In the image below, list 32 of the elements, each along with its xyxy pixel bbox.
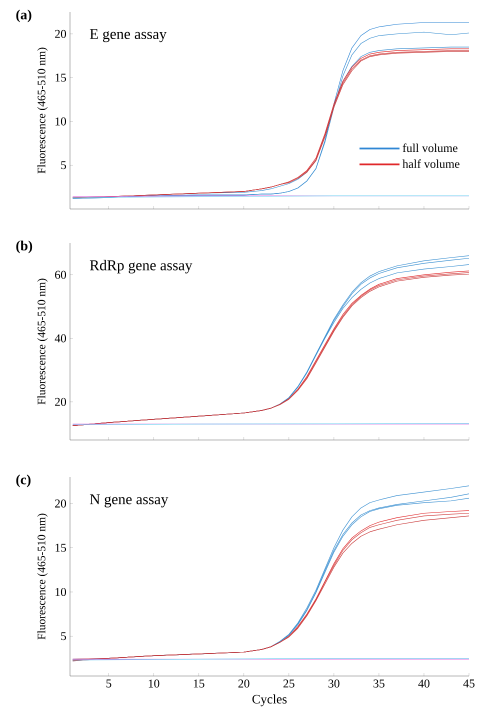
text: E gene assay: [90, 29, 167, 42]
y-tick-label: 40: [54, 334, 66, 342]
y-axis-title: Fluorescence (465-510 nm): [37, 48, 48, 174]
y-tick-label: 5: [61, 161, 66, 170]
text: (a): [16, 10, 32, 22]
y-tick-label: 10: [56, 588, 66, 596]
text: RdRp gene assay: [90, 260, 192, 274]
y-axis-title: Fluorescence (465-510 nm): [37, 278, 48, 404]
x-tick-label: 25: [283, 680, 294, 688]
x-tick-label: 20: [238, 680, 250, 688]
y-tick-label: 20: [55, 398, 66, 406]
y-tick-label: 5: [61, 632, 66, 640]
x-tick-label: 15: [194, 680, 204, 688]
y-tick-label: 20: [55, 499, 66, 508]
y-tick-label: 20: [55, 30, 66, 38]
text: N gene assay: [90, 494, 168, 508]
x-tick-label: 10: [148, 680, 160, 688]
y-tick-label: 10: [56, 117, 66, 126]
text: (b): [16, 240, 32, 254]
y-tick-label: 60: [55, 270, 66, 279]
x-tick-label: 40: [418, 680, 430, 688]
legend-label: half volume: [402, 159, 460, 168]
x-tick-label: 30: [328, 680, 340, 688]
y-axis-title: Fluorescence (465-510 nm): [37, 514, 48, 640]
x-tick-label: 45: [463, 680, 475, 688]
x-axis-title: Cycles: [252, 694, 287, 706]
text: (c): [16, 474, 31, 488]
x-tick-label: 35: [374, 680, 384, 688]
y-tick-label: 15: [56, 74, 66, 82]
legend-label: full volume: [402, 144, 458, 152]
x-tick-label: 5: [106, 680, 112, 688]
y-tick-label: 15: [56, 544, 66, 552]
